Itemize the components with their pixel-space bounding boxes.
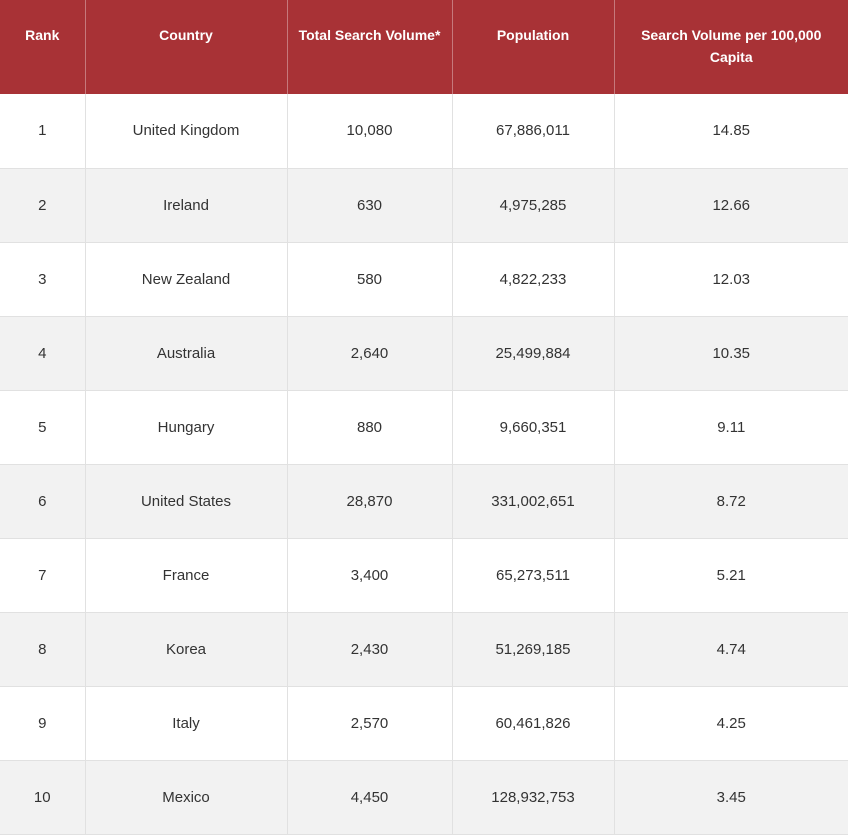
cell-total-search-volume: 3,400 — [287, 538, 453, 613]
cell-search-volume-per-capita: 4.74 — [614, 612, 848, 687]
table-row: 5 Hungary 880 9,660,351 9.11 — [0, 390, 848, 465]
cell-country: Mexico — [85, 760, 288, 835]
cell-search-volume-per-capita: 8.72 — [614, 464, 848, 539]
cell-rank: 1 — [0, 94, 86, 169]
table-row: 10 Mexico 4,450 128,932,753 3.45 — [0, 760, 848, 835]
cell-country: Korea — [85, 612, 288, 687]
cell-total-search-volume: 4,450 — [287, 760, 453, 835]
cell-rank: 9 — [0, 686, 86, 761]
cell-country: Italy — [85, 686, 288, 761]
cell-rank: 6 — [0, 464, 86, 539]
cell-rank: 5 — [0, 390, 86, 465]
cell-population: 4,822,233 — [452, 242, 615, 317]
cell-country: New Zealand — [85, 242, 288, 317]
cell-country: United States — [85, 464, 288, 539]
cell-population: 9,660,351 — [452, 390, 615, 465]
table-row: 8 Korea 2,430 51,269,185 4.74 — [0, 612, 848, 687]
cell-population: 60,461,826 — [452, 686, 615, 761]
cell-total-search-volume: 630 — [287, 168, 453, 243]
cell-country: Australia — [85, 316, 288, 391]
header-rank: Rank — [0, 0, 86, 94]
cell-total-search-volume: 580 — [287, 242, 453, 317]
cell-search-volume-per-capita: 10.35 — [614, 316, 848, 391]
cell-population: 51,269,185 — [452, 612, 615, 687]
cell-rank: 4 — [0, 316, 86, 391]
cell-total-search-volume: 2,640 — [287, 316, 453, 391]
cell-population: 65,273,511 — [452, 538, 615, 613]
header-search-volume-per-capita: Search Volume per 100,000 Capita — [641, 27, 822, 65]
cell-population: 128,932,753 — [452, 760, 615, 835]
cell-total-search-volume: 28,870 — [287, 464, 453, 539]
cell-population: 67,886,011 — [452, 94, 615, 169]
cell-rank: 8 — [0, 612, 86, 687]
header-population: Population — [452, 0, 615, 94]
cell-search-volume-per-capita: 3.45 — [614, 760, 848, 835]
cell-country: United Kingdom — [85, 94, 288, 169]
cell-rank: 2 — [0, 168, 86, 243]
cell-search-volume-per-capita: 12.03 — [614, 242, 848, 317]
table-row: 2 Ireland 630 4,975,285 12.66 — [0, 168, 848, 243]
cell-rank: 7 — [0, 538, 86, 613]
table-row: 3 New Zealand 580 4,822,233 12.03 — [0, 242, 848, 317]
table-body: 1 United Kingdom 10,080 67,886,011 14.85… — [0, 94, 848, 835]
cell-search-volume-per-capita: 4.25 — [614, 686, 848, 761]
cell-rank: 10 — [0, 760, 86, 835]
table-row: 1 United Kingdom 10,080 67,886,011 14.85 — [0, 94, 848, 169]
table-header: Rank Country Total Search Volume* Popula… — [0, 0, 848, 94]
cell-total-search-volume: 2,430 — [287, 612, 453, 687]
cell-rank: 3 — [0, 242, 86, 317]
table-row: 7 France 3,400 65,273,511 5.21 — [0, 538, 848, 613]
header-total-search-volume: Total Search Volume* — [287, 0, 453, 94]
cell-total-search-volume: 880 — [287, 390, 453, 465]
cell-total-search-volume: 10,080 — [287, 94, 453, 169]
cell-population: 331,002,651 — [452, 464, 615, 539]
cell-search-volume-per-capita: 5.21 — [614, 538, 848, 613]
cell-search-volume-per-capita: 9.11 — [614, 390, 848, 465]
cell-total-search-volume: 2,570 — [287, 686, 453, 761]
table-row: 9 Italy 2,570 60,461,826 4.25 — [0, 686, 848, 761]
cell-country: France — [85, 538, 288, 613]
cell-search-volume-per-capita: 12.66 — [614, 168, 848, 243]
table-row: 4 Australia 2,640 25,499,884 10.35 — [0, 316, 848, 391]
cell-country: Hungary — [85, 390, 288, 465]
cell-population: 4,975,285 — [452, 168, 615, 243]
cell-country: Ireland — [85, 168, 288, 243]
table-row: 6 United States 28,870 331,002,651 8.72 — [0, 464, 848, 539]
header-country: Country — [85, 0, 288, 94]
header-row: Rank Country Total Search Volume* Popula… — [0, 0, 848, 94]
cell-search-volume-per-capita: 14.85 — [614, 94, 848, 169]
cell-population: 25,499,884 — [452, 316, 615, 391]
